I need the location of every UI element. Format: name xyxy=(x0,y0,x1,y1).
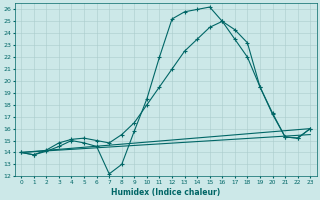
X-axis label: Humidex (Indice chaleur): Humidex (Indice chaleur) xyxy=(111,188,220,197)
